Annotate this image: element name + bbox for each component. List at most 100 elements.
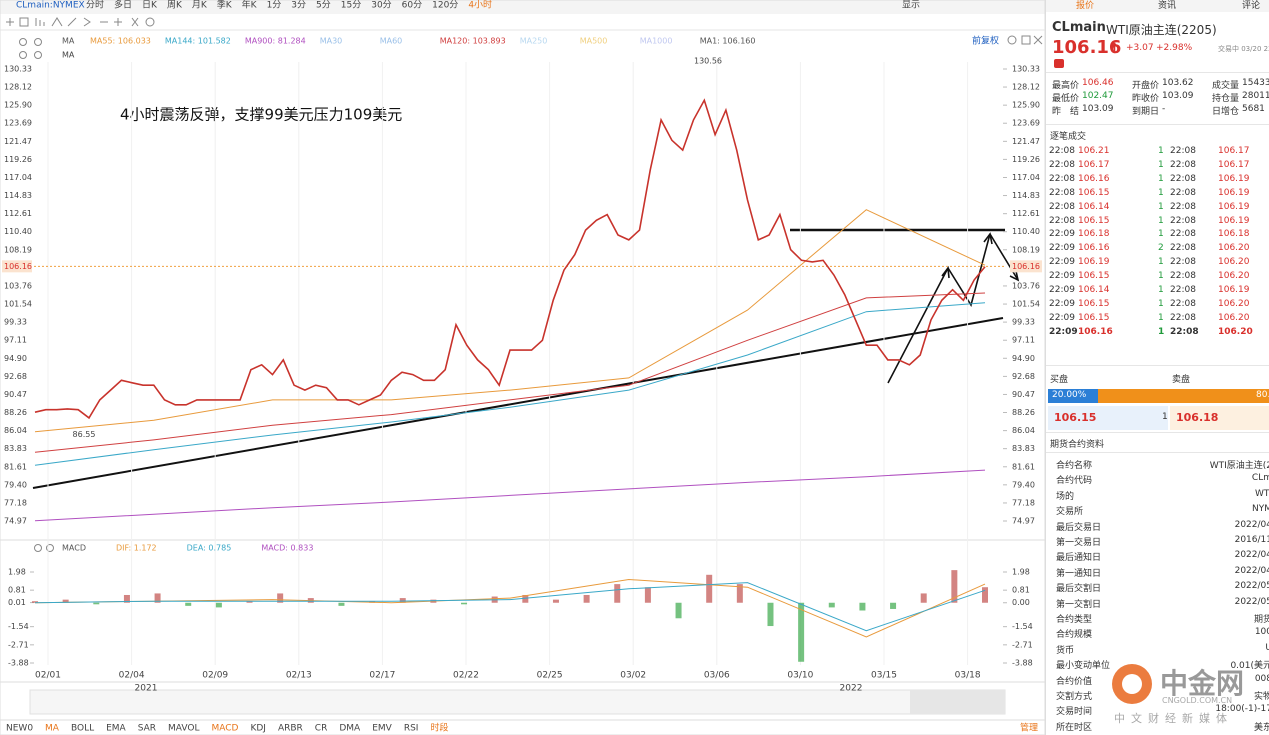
support-line [32, 317, 1004, 489]
year-label: 2021 [135, 684, 158, 694]
y-tick-label: 119.26 [4, 155, 32, 164]
tab[interactable]: 评论 [1242, 1, 1261, 11]
manage[interactable]: 管理 [1020, 722, 1038, 734]
info-label: 场的 [1056, 491, 1075, 502]
trade-cell: 106.20 [1218, 326, 1253, 337]
toolbar-icons[interactable] [6, 17, 1043, 552]
x-tick-label: 02/04 [119, 671, 145, 681]
period-tab[interactable]: 日K [142, 0, 158, 11]
ma-legend: MA30 [320, 37, 343, 46]
period-tab[interactable]: 月K [192, 0, 208, 11]
info-label: 交易所 [1056, 507, 1084, 518]
y-tick-label: 103.76 [4, 281, 32, 290]
trade-cell: 22:09 [1049, 312, 1075, 323]
macd-bar [644, 587, 651, 603]
indicator-tab[interactable]: NEW0 [6, 724, 33, 734]
trade-cell: 22:08 [1170, 298, 1196, 309]
trade-cell: 1 [1158, 312, 1164, 323]
y-tick-label: 77.18 [1012, 498, 1035, 507]
info-value: 实物 [1253, 692, 1269, 702]
ask-bg [1170, 406, 1269, 430]
y-tick-label: 74.97 [4, 517, 27, 526]
y-tick-label: 108.19 [4, 245, 32, 254]
period-tab[interactable]: 5分 [316, 0, 331, 11]
tab[interactable]: 资讯 [1158, 1, 1177, 11]
tab[interactable]: 报价 [1076, 1, 1095, 11]
period-tab[interactable]: 多日 [114, 0, 132, 11]
trade-cell: 2 [1158, 243, 1164, 254]
watermark: 中金网 CNGOLD.COM.CN 中文财经新媒体 [1112, 662, 1269, 732]
trade-cell: 22:08 [1170, 257, 1196, 268]
macd-line [34, 582, 986, 632]
stat-label: 日增仓 [1212, 107, 1240, 117]
ma-legend: MA144: 101.582 [165, 37, 231, 46]
y-tick-label: 83.83 [4, 444, 27, 453]
indicator-tab[interactable]: CR [315, 724, 328, 734]
info-value: 0.01(美元 [1230, 661, 1269, 672]
period-tab[interactable]: 周K [167, 0, 183, 11]
y-tick-label: 101.54 [4, 300, 32, 309]
macd-bar [736, 584, 743, 603]
period-tab[interactable]: 15分 [341, 0, 361, 11]
y-tick-label: 121.47 [1012, 137, 1040, 146]
period-tab[interactable]: 1分 [267, 0, 282, 11]
trade-cell: 106.17 [1218, 146, 1250, 156]
indicator-tab[interactable]: EMV [372, 724, 392, 734]
macd-bar [798, 602, 805, 662]
period-tab[interactable]: 30分 [371, 0, 391, 11]
x-tick-label: 02/22 [453, 671, 479, 681]
indicator-tab[interactable]: KDJ [250, 724, 266, 734]
drawn-arrows [887, 232, 1020, 384]
y-tick-label: 97.11 [4, 336, 27, 345]
stat-label: 最高价 [1052, 81, 1080, 91]
macd-bar [675, 602, 682, 619]
indicator-tab[interactable]: SAR [138, 724, 156, 734]
macd-legend: DEA: 0.785 [187, 544, 232, 553]
trade-cell: 22:08 [1170, 229, 1196, 240]
year-label: 2022 [840, 684, 863, 694]
period-tab[interactable]: 3分 [291, 0, 306, 11]
indicator-tab[interactable]: BOLL [71, 724, 94, 734]
indicator-tab[interactable]: EMA [106, 724, 126, 734]
period-tab[interactable]: 60分 [402, 0, 422, 11]
y-tick-label: 110.40 [4, 227, 32, 236]
period-tab[interactable]: 4小时 [468, 0, 492, 11]
period-tab[interactable]: 120分 [432, 0, 458, 11]
divider [1046, 72, 1269, 73]
stat-value: 5681 [1242, 104, 1265, 114]
period-tab[interactable]: 年K [242, 0, 258, 11]
y-tick-label: 79.40 [1012, 480, 1035, 489]
y-tick-label: 114.83 [1012, 191, 1040, 200]
symbol[interactable]: CLmain:NYMEX [16, 1, 85, 11]
stat-label: 昨收价 [1132, 94, 1160, 104]
info-label: 货币 [1056, 645, 1075, 656]
indicator-tab[interactable]: MA [45, 724, 60, 734]
indicator-tab[interactable]: MAVOL [168, 724, 199, 734]
indicator-tab[interactable]: DMA [339, 724, 361, 734]
y-tick-label: 88.26 [1012, 408, 1035, 417]
info-value: 2022/04 [1234, 519, 1269, 530]
indicator-tab[interactable]: ARBR [278, 724, 303, 734]
macd-bar [338, 602, 345, 606]
trade-cell: 106.20 [1218, 257, 1250, 268]
scroller[interactable] [29, 689, 1006, 715]
icon[interactable] [1054, 59, 1064, 68]
scroller-thumb[interactable] [910, 690, 1005, 714]
display-menu[interactable]: 显示 [902, 0, 920, 11]
bid: 106.15 [1054, 411, 1097, 424]
indicator-tab[interactable]: MACD [211, 724, 238, 734]
info-value: CLm [1251, 473, 1269, 484]
trade-cell: 106.20 [1218, 243, 1250, 254]
stat-label: 昨 结 [1052, 107, 1080, 117]
trade-cell: 22:08 [1049, 159, 1075, 170]
trade-cell: 106.17 [1218, 159, 1250, 170]
adjust[interactable]: 前复权 [972, 35, 999, 47]
indicator-tab[interactable]: 时段 [430, 722, 448, 734]
indicator-tab[interactable]: RSI [404, 724, 419, 734]
chart-area: 4小时震荡反弹，支撑99美元压力109美元 CLmain:NYMEX 分时 多日 日K… [0, 0, 1045, 735]
macd-legend: MACD [62, 544, 86, 553]
period-tab[interactable]: 分时 [86, 0, 104, 11]
info-label: 合约价值 [1056, 676, 1093, 687]
trade-cell: 1 [1158, 326, 1165, 337]
period-tab[interactable]: 季K [217, 0, 233, 11]
